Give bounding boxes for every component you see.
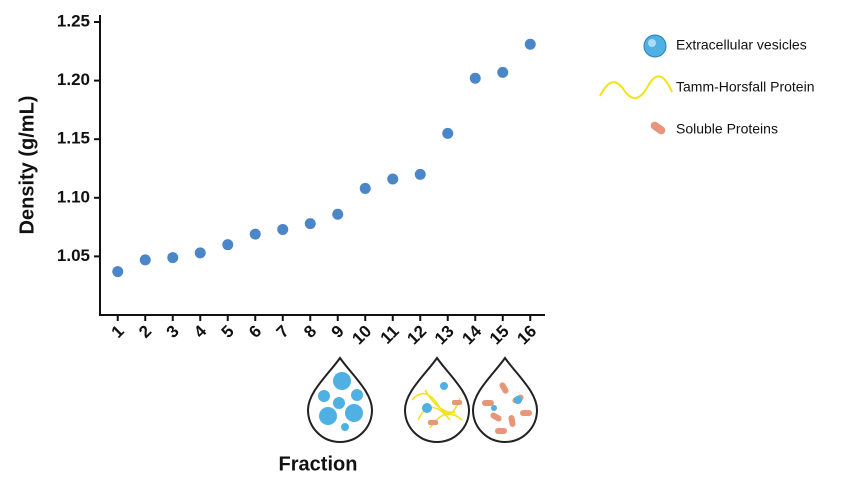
x-tick-label: 7	[273, 322, 293, 342]
point	[305, 218, 316, 229]
y-tick-label: 1.10	[57, 187, 90, 206]
y-tick-label: 1.05	[57, 246, 90, 265]
x-tick-label: 2	[135, 322, 155, 342]
legend-icon-vesicle	[644, 35, 666, 57]
legend-icon-protein	[649, 120, 667, 136]
legend-icon-highlight	[648, 39, 656, 47]
y-tick-label: 1.15	[57, 129, 90, 148]
drop-proteins	[473, 358, 537, 442]
point	[167, 252, 178, 263]
point	[497, 67, 508, 78]
x-tick-label: 9	[328, 322, 348, 342]
x-tick-label: 12	[403, 322, 430, 349]
x-tick-label: 11	[377, 322, 403, 348]
legend-icon-thp	[600, 76, 672, 98]
x-tick-label: 6	[245, 322, 265, 342]
point	[415, 169, 426, 180]
x-axis-title: Fraction	[279, 453, 358, 475]
point	[387, 174, 398, 185]
x-tick-label: 4	[190, 321, 211, 342]
y-tick-label: 1.20	[57, 70, 90, 89]
point	[195, 247, 206, 258]
x-tick-label: 14	[458, 321, 485, 348]
y-tick-label: 1.25	[57, 11, 90, 30]
legend-label: Tamm-Horsfall Protein	[676, 79, 814, 95]
x-tick-label: 13	[431, 322, 458, 349]
x-tick-label: 3	[163, 322, 183, 342]
point	[525, 39, 536, 50]
point	[470, 73, 481, 84]
x-tick-label: 15	[486, 322, 513, 349]
drop-vesicles	[308, 358, 372, 442]
chart: Fraction Density (g/mL) Extracellular ve…	[0, 0, 857, 476]
point	[277, 224, 288, 235]
drop-thp	[405, 358, 469, 442]
x-tick-label: 16	[513, 322, 540, 349]
point	[250, 229, 261, 240]
y-axis-title: Density (g/mL)	[16, 96, 38, 235]
x-tick-label: 1	[108, 322, 128, 342]
legend-label: Soluble Proteins	[676, 121, 778, 137]
legend-label: Extracellular vesicles	[676, 37, 807, 53]
point	[332, 209, 343, 220]
point	[442, 128, 453, 139]
point	[222, 239, 233, 250]
point	[140, 254, 151, 265]
x-tick-label: 8	[300, 322, 320, 342]
x-tick-label: 10	[348, 322, 375, 349]
point	[360, 183, 371, 194]
x-tick-label: 5	[218, 322, 238, 342]
point	[112, 266, 123, 277]
